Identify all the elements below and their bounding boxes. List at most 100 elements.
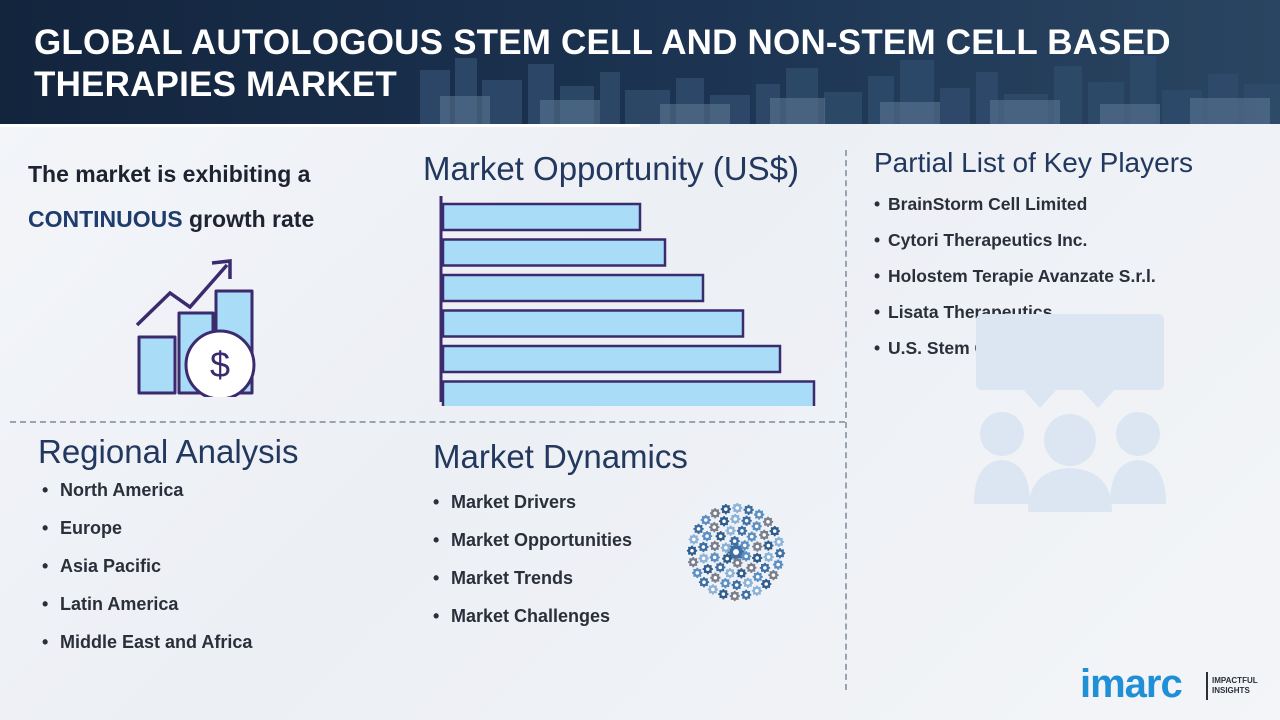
- header-underline: [0, 124, 640, 127]
- gear-icon: [752, 571, 763, 582]
- gear-icon: [722, 553, 733, 564]
- gear-icon: [751, 521, 762, 532]
- gear-icon: [709, 508, 721, 519]
- gear-icon: [746, 562, 757, 573]
- list-item: • Market Drivers: [433, 489, 632, 527]
- list-item: • Latin America: [42, 591, 252, 629]
- gear-icon: [700, 514, 711, 526]
- growth-statement: The market is exhibiting a CONTINUOUS gr…: [28, 152, 408, 242]
- gear-icon: [752, 541, 763, 552]
- key-players-list: • BrainStorm Cell Limited • Cytori Therape…: [874, 191, 1156, 371]
- list-item: • BrainStorm Cell Limited: [874, 191, 1156, 227]
- gear-icon: [743, 504, 754, 515]
- page-title: GLOBAL AUTOLOGOUS STEM CELL AND NON-STEM…: [34, 23, 1171, 104]
- gear-icon: [763, 540, 774, 551]
- gear-icon: [732, 502, 743, 514]
- skyline-graphic: [420, 56, 1280, 124]
- gear-icon: [763, 551, 774, 563]
- gear-icon: [715, 562, 726, 573]
- dynamics-item: Market Drivers: [451, 492, 577, 512]
- gear-icon: [741, 551, 752, 562]
- gear-icon: [742, 577, 754, 588]
- bullet-icon: •: [42, 594, 49, 614]
- gear-icon: [709, 522, 720, 533]
- gear-icon: [701, 531, 713, 542]
- bullet-icon: •: [874, 266, 881, 286]
- gear-icon: [731, 579, 742, 591]
- dynamics-item: Market Opportunities: [451, 530, 633, 550]
- chart-bar-1: [441, 202, 642, 232]
- gear-icon: [761, 578, 772, 590]
- gear-icon: [736, 525, 748, 536]
- growth-line-1: The market is exhibiting a: [28, 161, 311, 187]
- bullet-icon: •: [42, 518, 49, 538]
- key-players-title: Partial List of Key Players: [874, 147, 1194, 178]
- gear-icon: [688, 534, 699, 545]
- gears-cluster-icon: [686, 502, 786, 602]
- gear-icon: [762, 516, 774, 527]
- chart-bar-4: [441, 309, 745, 338]
- region-name: Europe: [60, 518, 123, 538]
- gear-icon: [720, 542, 731, 553]
- gear-icon: [698, 541, 709, 553]
- player-name: Holostem Terapie Avanzate S.r.l.: [888, 266, 1156, 286]
- dynamics-item: Market Trends: [451, 568, 574, 588]
- gear-icon: [693, 523, 704, 535]
- player-name: BrainStorm Cell Limited: [888, 194, 1088, 214]
- bullet-icon: •: [874, 338, 881, 358]
- region-name: Latin America: [60, 594, 179, 614]
- gear-icon: [707, 584, 719, 595]
- growth-line-2-rest: growth rate: [182, 206, 315, 232]
- logo-tagline-1: IMPACTFUL: [1212, 676, 1258, 685]
- list-item: • Middle East and Africa: [42, 629, 252, 667]
- chart-bar-6: [441, 380, 816, 406]
- svg-text:$: $: [210, 344, 230, 385]
- market-opportunity-title: Market Opportunity (US$): [423, 150, 799, 187]
- logo-tagline: IMPACTFUL INSIGHTS: [1212, 676, 1272, 696]
- region-name: Middle East and Africa: [60, 632, 253, 652]
- gear-icon: [773, 559, 784, 570]
- gear-icon: [730, 513, 741, 525]
- gear-icon: [686, 545, 698, 556]
- gear-icon: [736, 568, 747, 579]
- gear-icon: [774, 548, 786, 559]
- chart-bar-5: [441, 344, 782, 374]
- people-chat-icon: [974, 314, 1166, 512]
- gear-icon: [692, 567, 703, 579]
- list-item: • Europe: [42, 515, 252, 553]
- list-item: • Holostem Terapie Avanzate S.r.l.: [874, 263, 1156, 299]
- list-item: • Asia Pacific: [42, 553, 252, 591]
- logo-divider: [1206, 672, 1208, 700]
- bullet-icon: •: [433, 606, 440, 626]
- bullet-icon: •: [433, 492, 440, 512]
- gear-icon: [709, 552, 720, 563]
- logo-wordmark: imarc: [1080, 662, 1183, 706]
- bullet-icon: •: [42, 632, 49, 652]
- growth-highlight: CONTINUOUS: [28, 206, 183, 232]
- market-opportunity-chart: [439, 196, 816, 406]
- gear-icon: [732, 557, 743, 569]
- gear-icon: [698, 553, 709, 564]
- gear-icon: [753, 509, 765, 520]
- region-name: Asia Pacific: [60, 556, 162, 576]
- list-item: • North America: [42, 477, 252, 515]
- gear-icon: [698, 577, 710, 588]
- vertical-divider: [845, 150, 847, 690]
- gear-icon: [773, 536, 784, 547]
- gear-icon: [739, 540, 750, 551]
- market-dynamics-title: Market Dynamics: [433, 438, 688, 475]
- gear-icon: [718, 589, 729, 600]
- growth-line-2: CONTINUOUS growth rate: [28, 197, 408, 242]
- regional-analysis-title: Regional Analysis: [38, 433, 299, 470]
- gear-icon: [752, 552, 763, 564]
- growth-chart-dollar-icon: $: [135, 259, 256, 397]
- chart-bar-3: [441, 273, 705, 303]
- gear-icon: [768, 569, 779, 581]
- list-item: • Market Trends: [433, 565, 632, 603]
- bullet-icon: •: [42, 480, 49, 500]
- gear-icon: [710, 572, 721, 583]
- bullet-icon: •: [42, 556, 49, 576]
- gear-icon: [718, 516, 730, 527]
- imarc-logo: imarc IMPACTFUL INSIGHTS: [1080, 660, 1270, 708]
- gear-icon: [709, 540, 720, 552]
